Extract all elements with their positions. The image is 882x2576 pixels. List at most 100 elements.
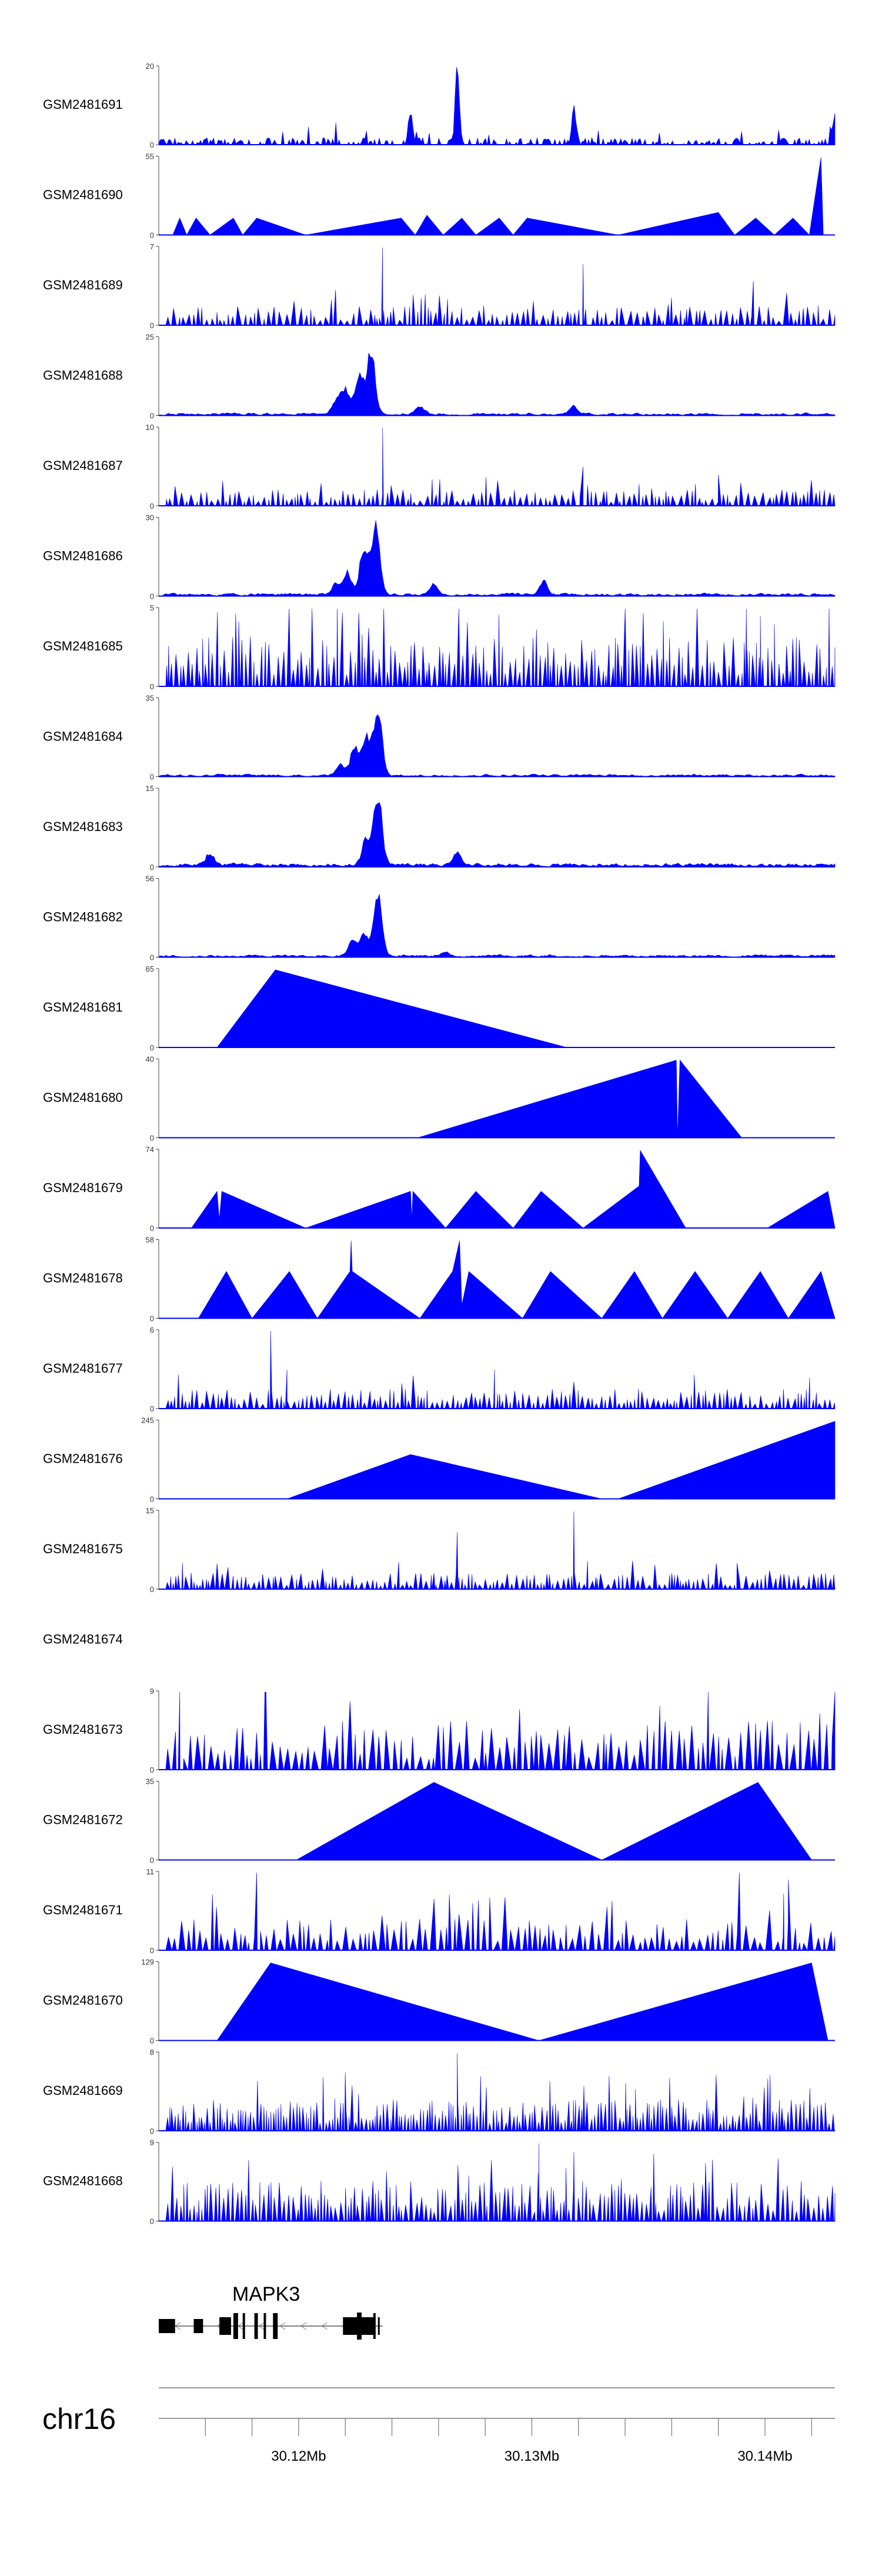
track-label: GSM2481680 bbox=[43, 1090, 123, 1105]
track-label: GSM2481668 bbox=[43, 2174, 123, 2188]
coverage-area bbox=[159, 1511, 836, 1590]
track-GSM2481690: GSM2481690 55 0 bbox=[43, 152, 835, 240]
y-max-label: 245 bbox=[141, 1416, 154, 1425]
track-label: GSM2481690 bbox=[43, 188, 123, 202]
track-GSM2481688: GSM2481688 25 0 bbox=[43, 333, 836, 421]
track-GSM2481682: GSM2481682 56 0 bbox=[43, 875, 836, 962]
coverage-area bbox=[158, 894, 836, 957]
exon bbox=[193, 2319, 203, 2333]
strand-arrow bbox=[258, 2322, 265, 2330]
track-GSM2481681: GSM2481681 65 0 bbox=[43, 965, 835, 1052]
coverage-area bbox=[158, 714, 836, 777]
track-GSM2481678: GSM2481678 58 0 bbox=[43, 1236, 836, 1323]
coverage-area bbox=[159, 2143, 836, 2221]
y-max-label: 55 bbox=[146, 152, 154, 161]
track-GSM2481687: GSM2481687 10 0 bbox=[43, 423, 836, 510]
y-max-label: 40 bbox=[146, 1055, 154, 1064]
y-zero-label: 0 bbox=[150, 1495, 154, 1504]
track-label: GSM2481689 bbox=[43, 278, 123, 292]
y-max-label: 6 bbox=[150, 1326, 154, 1334]
y-zero-label: 0 bbox=[150, 1134, 154, 1143]
track-label: GSM2481671 bbox=[43, 1903, 123, 1917]
coverage-area bbox=[158, 66, 836, 146]
exon bbox=[233, 2313, 238, 2339]
track-GSM2481670: GSM2481670 129 0 bbox=[43, 1958, 835, 2046]
axis-tick-label: 30.12Mb bbox=[271, 2448, 326, 2464]
y-zero-label: 0 bbox=[150, 1856, 154, 1865]
exon bbox=[242, 2313, 245, 2339]
y-zero-label: 0 bbox=[150, 682, 154, 691]
coverage-area bbox=[286, 1421, 836, 1499]
y-max-label: 65 bbox=[146, 965, 154, 973]
y-zero-label: 0 bbox=[150, 592, 154, 601]
y-zero-label: 0 bbox=[150, 1224, 154, 1233]
coverage-area bbox=[159, 1691, 836, 1770]
y-zero-label: 0 bbox=[150, 1766, 154, 1774]
exon bbox=[219, 2317, 231, 2335]
track-GSM2481668: GSM2481668 9 0 bbox=[43, 2138, 836, 2226]
track-GSM2481674: GSM2481674 bbox=[43, 1632, 123, 1647]
coverage-area bbox=[159, 608, 836, 687]
track-label: GSM2481678 bbox=[43, 1271, 123, 1286]
track-label: GSM2481681 bbox=[43, 1000, 123, 1015]
y-max-label: 25 bbox=[146, 333, 154, 342]
coverage-area bbox=[158, 352, 836, 416]
track-label: GSM2481672 bbox=[43, 1813, 123, 1827]
track-label: GSM2481670 bbox=[43, 1993, 123, 2008]
coverage-area bbox=[158, 520, 836, 596]
y-max-label: 129 bbox=[141, 1958, 154, 1967]
coverage-area bbox=[295, 1782, 812, 1860]
y-zero-label: 0 bbox=[150, 502, 154, 510]
strand-arrow bbox=[300, 2322, 307, 2330]
track-GSM2481671: GSM2481671 11 0 bbox=[43, 1867, 836, 1955]
y-max-label: 5 bbox=[150, 603, 154, 612]
track-label: GSM2481679 bbox=[43, 1180, 123, 1195]
y-zero-label: 0 bbox=[150, 1043, 154, 1052]
track-GSM2481685: GSM2481685 5 0 bbox=[43, 603, 836, 691]
exon bbox=[159, 2319, 175, 2333]
track-GSM2481675: GSM2481675 15 0 bbox=[43, 1506, 836, 1594]
y-max-label: 74 bbox=[146, 1145, 154, 1154]
track-GSM2481689: GSM2481689 7 0 bbox=[43, 242, 836, 330]
track-GSM2481680: GSM2481680 40 0 bbox=[43, 1055, 835, 1143]
coverage-area bbox=[159, 247, 836, 326]
exon bbox=[373, 2313, 376, 2339]
y-max-label: 20 bbox=[146, 62, 154, 71]
y-zero-label: 0 bbox=[150, 1946, 154, 1955]
track-GSM2481676: GSM2481676 245 0 bbox=[43, 1416, 836, 1504]
track-label: GSM2481676 bbox=[43, 1451, 123, 1466]
coverage-area bbox=[159, 1330, 836, 1409]
y-max-label: 9 bbox=[150, 1687, 154, 1696]
y-max-label: 35 bbox=[146, 1777, 154, 1786]
track-GSM2481672: GSM2481672 35 0 bbox=[43, 1777, 835, 1865]
exon bbox=[254, 2313, 258, 2339]
coverage-area bbox=[417, 1059, 743, 1138]
coverage-area bbox=[216, 969, 567, 1048]
coverage-area bbox=[159, 2053, 835, 2131]
track-GSM2481679: GSM2481679 74 0 bbox=[43, 1145, 836, 1233]
track-label: GSM2481691 bbox=[43, 97, 123, 112]
y-max-label: 15 bbox=[146, 1506, 154, 1515]
y-max-label: 56 bbox=[146, 875, 154, 883]
y-max-label: 15 bbox=[146, 784, 154, 793]
y-zero-label: 0 bbox=[150, 141, 154, 149]
exon bbox=[273, 2313, 278, 2339]
track-GSM2481686: GSM2481686 30 0 bbox=[43, 513, 836, 601]
y-max-label: 9 bbox=[150, 2138, 154, 2147]
y-zero-label: 0 bbox=[150, 863, 154, 872]
track-GSM2481677: GSM2481677 6 0 bbox=[43, 1326, 836, 1413]
track-label: GSM2481675 bbox=[43, 1541, 123, 1556]
y-zero-label: 0 bbox=[150, 1585, 154, 1594]
y-zero-label: 0 bbox=[150, 2217, 154, 2226]
y-zero-label: 0 bbox=[150, 1404, 154, 1413]
track-label: GSM2481669 bbox=[43, 2083, 123, 2098]
track-label: GSM2481682 bbox=[43, 910, 123, 925]
y-zero-label: 0 bbox=[150, 321, 154, 330]
chromosome-label: chr16 bbox=[42, 2403, 116, 2435]
track-label: GSM2481683 bbox=[43, 819, 123, 834]
y-zero-label: 0 bbox=[150, 2127, 154, 2135]
y-zero-label: 0 bbox=[150, 1314, 154, 1323]
coverage-area bbox=[198, 1240, 836, 1319]
y-zero-label: 0 bbox=[150, 231, 154, 240]
